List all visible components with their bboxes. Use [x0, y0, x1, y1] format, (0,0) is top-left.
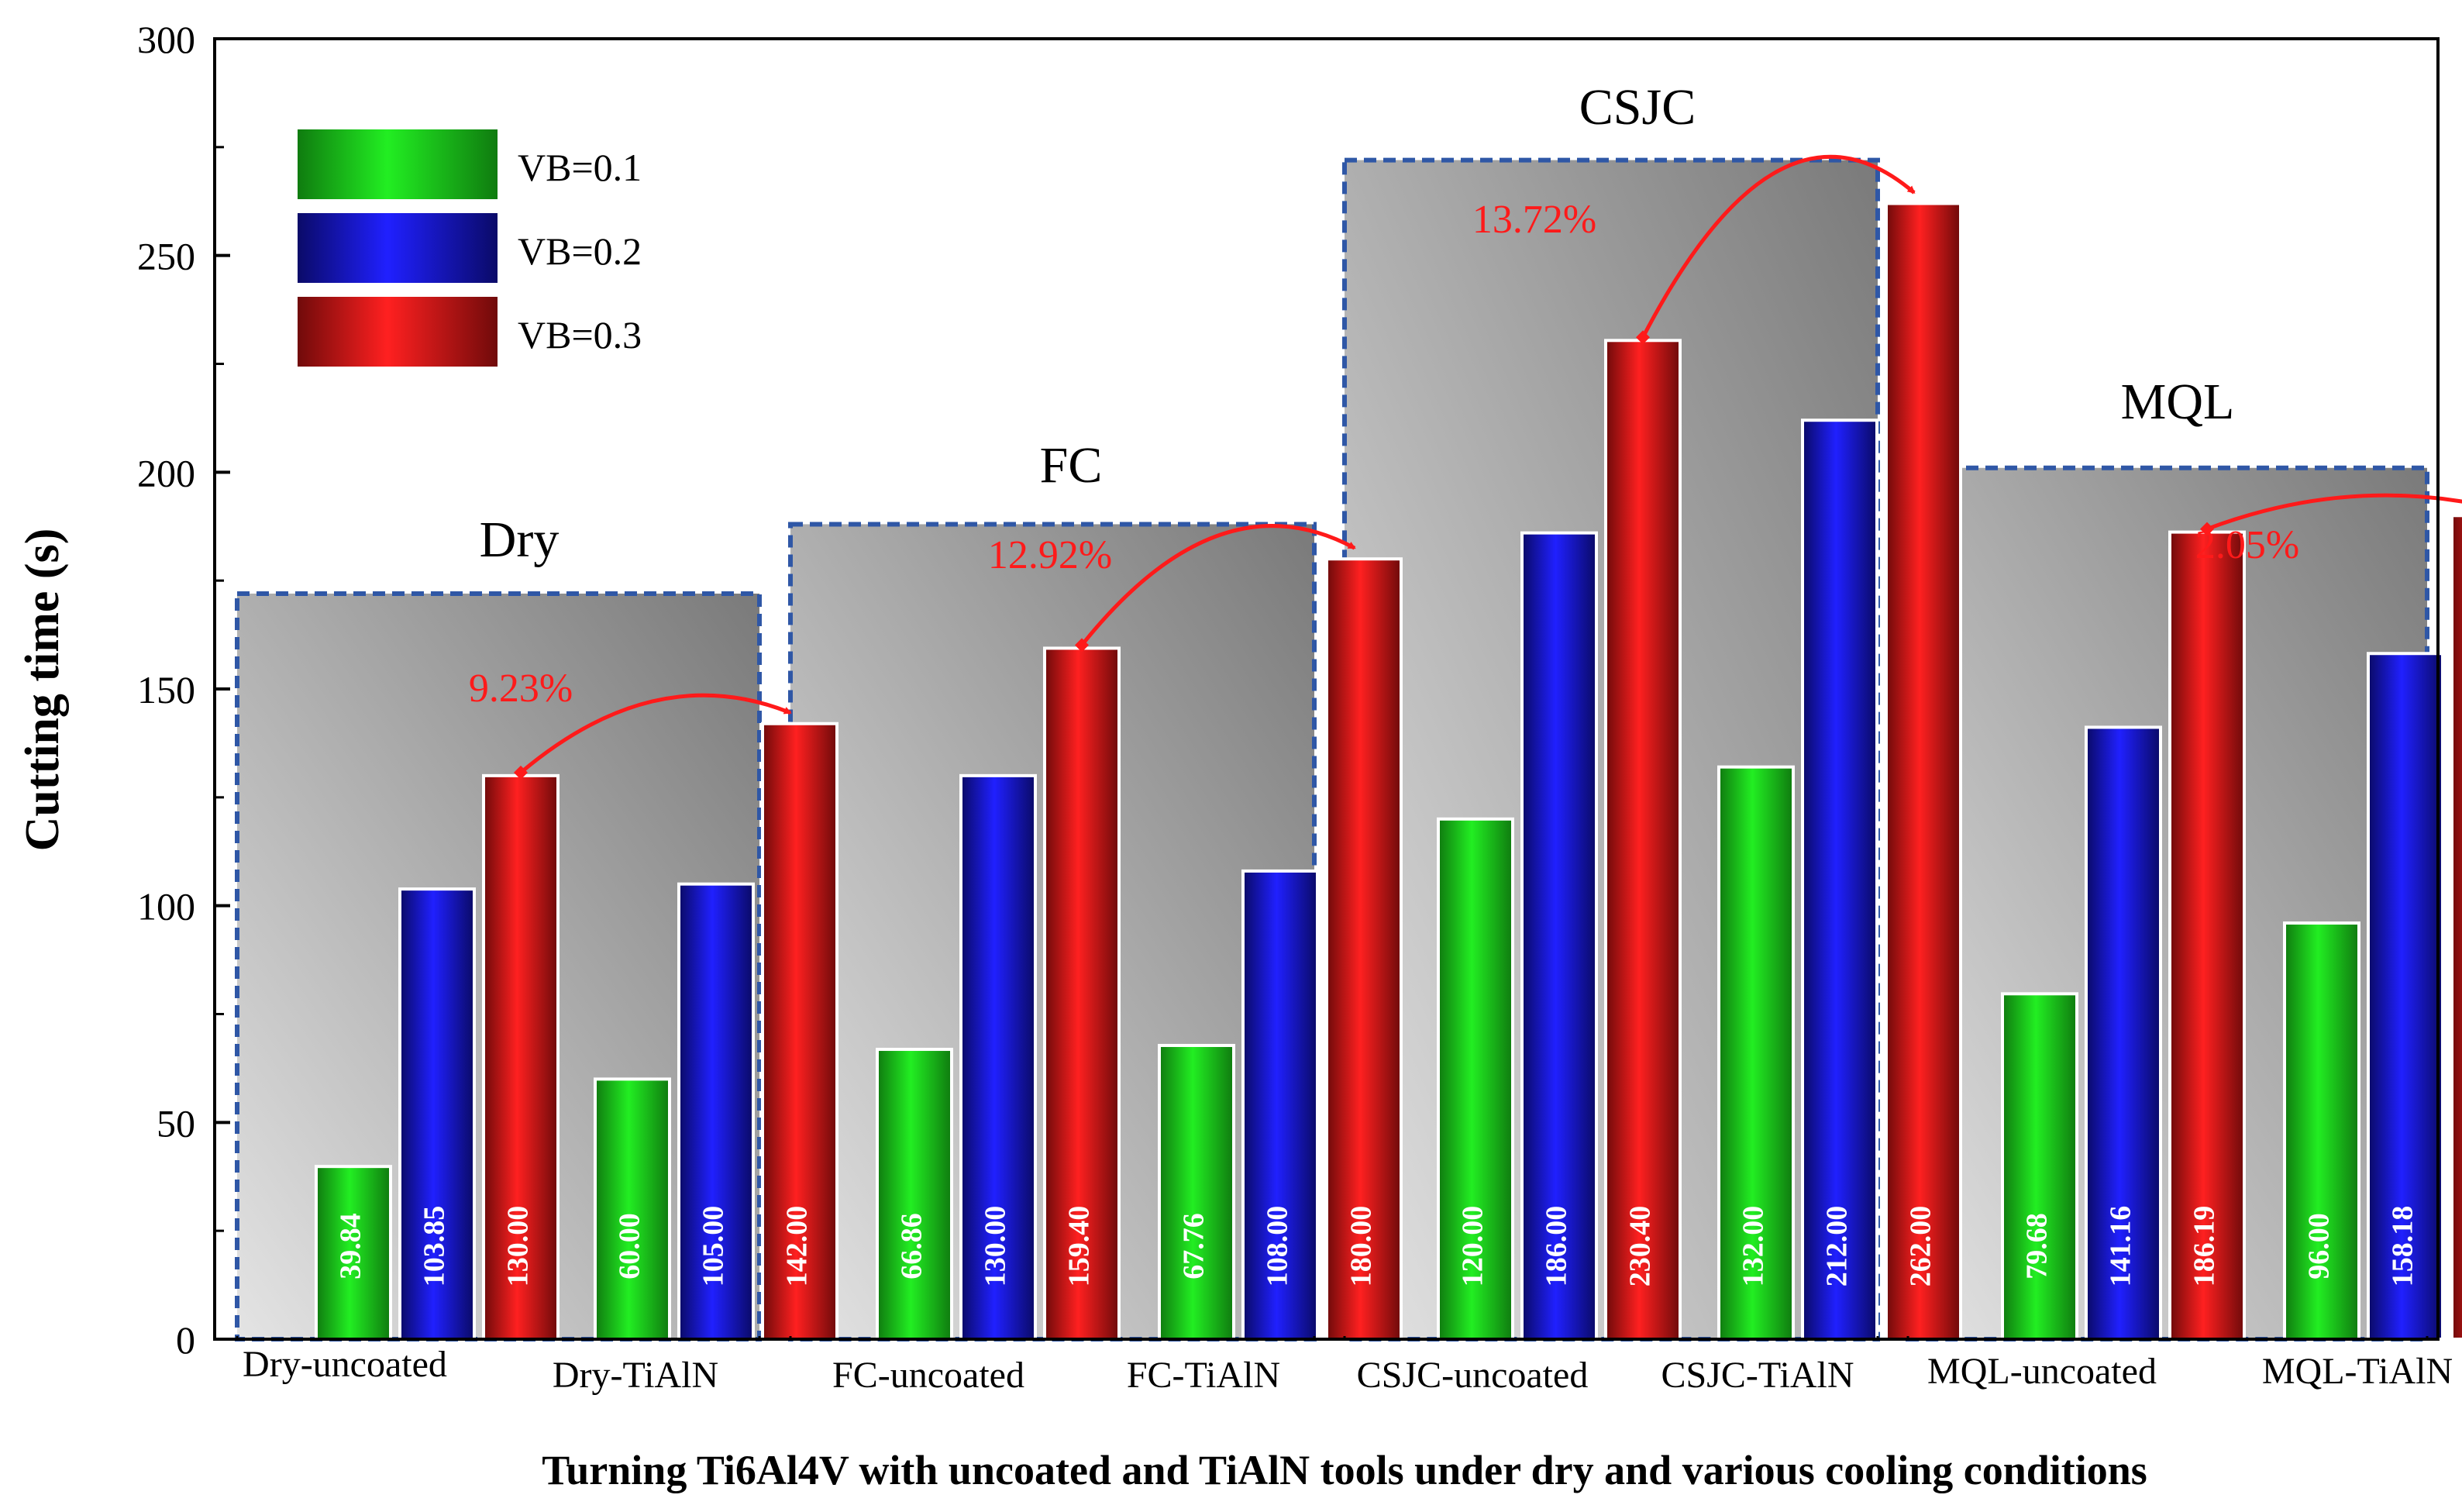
x-axis-title: Turning Ti6Al4V with uncoated and TiAlN … — [542, 1447, 2147, 1493]
x-category-label: FC-uncoated — [832, 1355, 1024, 1396]
arrow-start-marker — [2200, 522, 2214, 536]
bar-data-label: 142.00 — [781, 1206, 814, 1287]
bar-dry-uncoated-vb01 — [315, 1165, 392, 1342]
bar-fc-tialn-vb02 — [1241, 869, 1319, 1342]
bar-csjc-uncoated-vb02 — [1520, 531, 1598, 1341]
y-tick-label: 0 — [176, 1318, 195, 1362]
bar-csjc-uncoated-vb01 — [1437, 817, 1514, 1342]
improvement-label: 2.05% — [2195, 523, 2299, 567]
bar-data-label: 108.00 — [1262, 1206, 1294, 1287]
bar-data-label: 105.00 — [697, 1206, 730, 1287]
bar-data-label: 230.40 — [1624, 1206, 1657, 1287]
bar-data-label: 79.68 — [2021, 1213, 2054, 1280]
bar-mql-uncoated-vb01 — [2001, 992, 2078, 1342]
bar-data-label: 130.00 — [980, 1206, 1012, 1287]
arrow-start-marker — [1636, 330, 1650, 345]
bar-csjc-tialn-vb01 — [1717, 765, 1795, 1341]
arrow-start-marker — [1075, 638, 1089, 653]
bar-data-label: 96.00 — [2303, 1213, 2336, 1280]
bar-dry-tialn-vb01 — [594, 1077, 671, 1342]
bar-data-label: 39.84 — [335, 1213, 367, 1280]
annotations: 9.23% 12.92% 13.72% 2.05% — [469, 154, 2462, 780]
bar-fc-uncoated-vb01 — [876, 1048, 953, 1342]
group-title-csjc: CSJC — [1579, 79, 1696, 136]
improvement-label: 13.72% — [1472, 198, 1596, 242]
bar-csjc-tialn-vb03 — [1885, 201, 1962, 1342]
legend-label: VB=0.2 — [518, 229, 642, 273]
bar-data-label: 186.00 — [1541, 1206, 1573, 1287]
y-tick-label: 200 — [137, 451, 195, 494]
improvement-arrow — [1641, 154, 1916, 339]
bar-data-label: 212.00 — [1821, 1206, 1854, 1287]
improvement-label: 12.92% — [988, 533, 1112, 577]
y-axis-title: Cutting time (s) — [16, 529, 69, 852]
x-category-label: Dry-uncoated — [243, 1344, 447, 1385]
improvement-arrow — [1080, 524, 1356, 646]
bar-data-label: 66.86 — [896, 1213, 928, 1280]
legend-label: VB=0.1 — [518, 146, 642, 189]
improvement-arrow — [519, 693, 792, 774]
bar-data-label: 60.00 — [614, 1213, 646, 1280]
bar-dry-uncoated-vb02 — [398, 887, 476, 1341]
axes: 0 50 100 150 200 250 300 Dry-uncoated Dry-TiAlN F… — [137, 18, 2453, 1396]
y-tick-label: 300 — [137, 18, 195, 61]
legend-swatch-vb01 — [294, 126, 501, 202]
legend-swatch-vb02 — [294, 210, 501, 286]
legend-label: VB=0.3 — [518, 313, 642, 356]
bar-data-label: 159.40 — [1063, 1206, 1096, 1287]
bar-fc-uncoated-vb03 — [1043, 646, 1121, 1341]
bar-data-label: 67.76 — [1178, 1213, 1210, 1280]
y-tick-label: 50 — [157, 1101, 195, 1145]
y-tick-label: 100 — [137, 885, 195, 928]
x-category-label: MQL-TiAlN — [2262, 1351, 2453, 1392]
bar-data-label: 141.16 — [2105, 1206, 2137, 1287]
legend: VB=0.1 VB=0.2 VB=0.3 — [294, 126, 642, 370]
y-tick-label: 150 — [137, 668, 195, 711]
bar-data-label: 158.18 — [2387, 1206, 2419, 1287]
bar-mql-uncoated-vb03 — [2168, 530, 2246, 1341]
legend-swatch-vb03 — [294, 294, 501, 370]
x-category-label: MQL-uncoated — [1927, 1351, 2157, 1392]
bar-mql-tialn-vb03 — [2450, 514, 2462, 1341]
bar-mql-uncoated-vb02 — [2085, 725, 2162, 1341]
bar-data-label: 120.00 — [1457, 1206, 1489, 1287]
x-category-label: Dry-TiAlN — [553, 1355, 718, 1396]
improvement-label: 9.23% — [469, 666, 573, 711]
x-category-label: CSJC-TiAlN — [1661, 1355, 1854, 1396]
bar-data-label: 180.00 — [1345, 1206, 1378, 1287]
bar-data-label: 186.19 — [2188, 1206, 2221, 1287]
x-category-label: FC-TiAlN — [1127, 1355, 1280, 1396]
bar-fc-tialn-vb01 — [1158, 1043, 1235, 1341]
group-title-fc: FC — [1040, 437, 1103, 494]
axis-labels: Cutting time (s) Turning Ti6Al4V with unc… — [16, 529, 2147, 1493]
bar-fc-uncoated-vb02 — [959, 773, 1037, 1341]
bar-dry-tialn-vb02 — [677, 882, 755, 1341]
group-title-dry: Dry — [480, 511, 560, 568]
arrow-start-marker — [514, 765, 528, 780]
bar-data-label: 262.00 — [1905, 1206, 1937, 1287]
bar-csjc-tialn-vb02 — [1801, 418, 1878, 1341]
bar-fc-tialn-vb03 — [1325, 557, 1403, 1341]
bars: 39.84 60.00 66.86 67.76 120.00 132.00 79.68 96.… — [315, 201, 2462, 1342]
x-category-label: CSJC-uncoated — [1357, 1355, 1589, 1396]
bar-csjc-uncoated-vb03 — [1604, 339, 1682, 1341]
bar-dry-tialn-vb03 — [761, 722, 838, 1341]
group-title-mql: MQL — [2121, 374, 2235, 430]
bar-data-label: 132.00 — [1737, 1206, 1770, 1287]
improvement-arrow — [2206, 493, 2462, 531]
bar-data-label: 103.85 — [418, 1206, 451, 1287]
y-tick-label: 250 — [137, 235, 195, 278]
bar-data-label: 130.00 — [502, 1206, 535, 1287]
